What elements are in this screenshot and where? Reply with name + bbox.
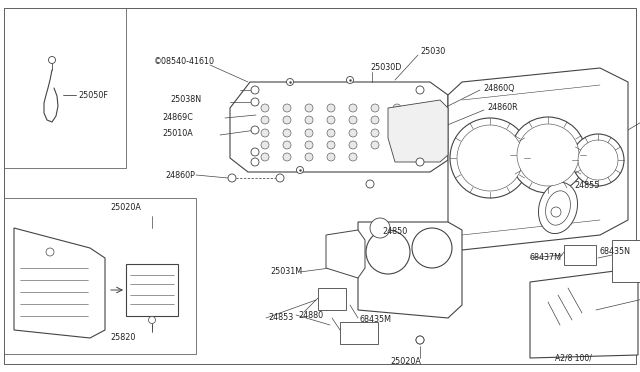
Bar <box>126 264 178 316</box>
Circle shape <box>346 77 353 83</box>
Circle shape <box>261 153 269 161</box>
Circle shape <box>578 140 618 180</box>
Bar <box>564 245 596 265</box>
Circle shape <box>251 86 259 94</box>
Text: 68435M: 68435M <box>360 315 392 324</box>
Text: 24860R: 24860R <box>487 103 518 112</box>
Text: 25038N: 25038N <box>170 96 201 105</box>
Circle shape <box>349 153 357 161</box>
Circle shape <box>251 126 259 134</box>
Circle shape <box>276 174 284 182</box>
Ellipse shape <box>538 182 577 234</box>
Circle shape <box>327 129 335 137</box>
Polygon shape <box>14 228 105 338</box>
Text: 25820: 25820 <box>110 334 136 343</box>
Circle shape <box>366 230 410 274</box>
Circle shape <box>305 129 313 137</box>
Text: 24880: 24880 <box>298 311 323 320</box>
Circle shape <box>327 141 335 149</box>
Text: 25020A: 25020A <box>110 203 141 212</box>
Text: 25020A: 25020A <box>390 357 421 366</box>
Bar <box>4 198 196 354</box>
Text: 25031M: 25031M <box>270 267 302 276</box>
Circle shape <box>370 218 390 238</box>
Circle shape <box>371 104 379 112</box>
Text: ©08540-41610: ©08540-41610 <box>154 58 215 67</box>
Text: A2/8 100/: A2/8 100/ <box>555 353 592 362</box>
Circle shape <box>327 104 335 112</box>
Text: 25050F: 25050F <box>78 90 108 99</box>
Polygon shape <box>326 230 365 278</box>
Circle shape <box>327 153 335 161</box>
Text: 25030D: 25030D <box>370 62 401 71</box>
Text: 25010A: 25010A <box>162 128 193 138</box>
Circle shape <box>572 134 624 186</box>
Bar <box>340 322 378 344</box>
Circle shape <box>366 180 374 188</box>
Circle shape <box>349 141 357 149</box>
Text: 24853: 24853 <box>268 314 293 323</box>
Circle shape <box>416 86 424 94</box>
Ellipse shape <box>545 191 570 225</box>
Circle shape <box>49 57 56 64</box>
Circle shape <box>261 141 269 149</box>
Circle shape <box>450 118 530 198</box>
Circle shape <box>305 153 313 161</box>
Bar <box>612 240 640 282</box>
Circle shape <box>416 336 424 344</box>
Text: 68435N: 68435N <box>600 247 631 257</box>
Bar <box>318 288 346 310</box>
Circle shape <box>510 117 586 193</box>
Bar <box>4 8 126 168</box>
Text: 24850: 24850 <box>382 228 407 237</box>
Text: 24860P: 24860P <box>165 170 195 180</box>
Text: 25030: 25030 <box>420 48 445 57</box>
Circle shape <box>261 129 269 137</box>
Circle shape <box>296 167 303 173</box>
Circle shape <box>349 129 357 137</box>
Circle shape <box>551 207 561 217</box>
Circle shape <box>305 141 313 149</box>
Polygon shape <box>448 68 628 250</box>
Text: 24869C: 24869C <box>162 113 193 122</box>
Circle shape <box>287 78 294 86</box>
Circle shape <box>283 141 291 149</box>
Circle shape <box>349 104 357 112</box>
Circle shape <box>393 104 401 112</box>
Text: 24855: 24855 <box>574 180 600 189</box>
Circle shape <box>283 116 291 124</box>
Circle shape <box>251 148 259 156</box>
Circle shape <box>517 124 579 186</box>
Circle shape <box>261 104 269 112</box>
Circle shape <box>261 116 269 124</box>
Circle shape <box>371 129 379 137</box>
Circle shape <box>327 116 335 124</box>
Circle shape <box>305 104 313 112</box>
Circle shape <box>349 116 357 124</box>
Circle shape <box>457 125 523 191</box>
Circle shape <box>251 98 259 106</box>
Circle shape <box>371 141 379 149</box>
Text: 24860Q: 24860Q <box>483 83 515 93</box>
Polygon shape <box>230 82 448 172</box>
Polygon shape <box>388 100 448 162</box>
Circle shape <box>283 129 291 137</box>
Circle shape <box>305 116 313 124</box>
Circle shape <box>393 116 401 124</box>
Text: 68437M: 68437M <box>530 253 562 263</box>
Circle shape <box>283 153 291 161</box>
Circle shape <box>283 104 291 112</box>
Circle shape <box>228 174 236 182</box>
Circle shape <box>416 158 424 166</box>
Circle shape <box>46 248 54 256</box>
Circle shape <box>371 116 379 124</box>
Polygon shape <box>358 222 462 318</box>
Polygon shape <box>530 268 638 358</box>
Circle shape <box>251 158 259 166</box>
Circle shape <box>416 336 424 344</box>
Circle shape <box>148 317 156 324</box>
Circle shape <box>412 228 452 268</box>
